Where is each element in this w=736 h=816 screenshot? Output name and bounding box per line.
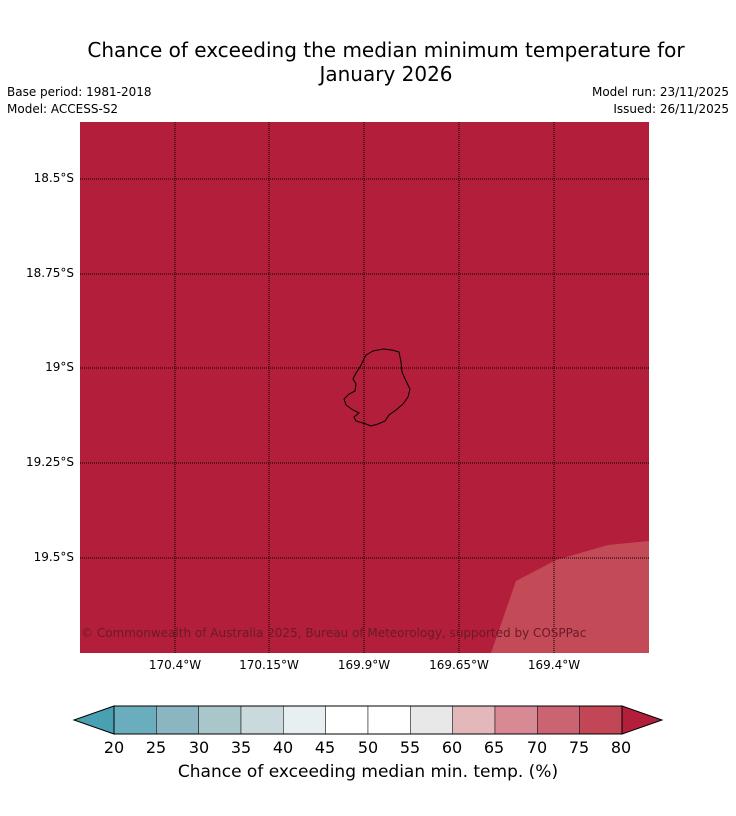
map-title: Chance of exceeding the median minimum t… [0,38,736,86]
lon-label-170-4: 170.4°W [148,658,202,672]
colorbar-label: Chance of exceeding median min. temp. (%… [177,762,559,782]
colorbar-tick: 60 [441,738,463,757]
lat-label-18-75: 18.75°S [26,266,74,280]
colorbar-tick: 75 [568,738,590,757]
lat-label-19-25: 19.25°S [26,455,74,469]
colorbar-extend-high [621,705,664,735]
colorbar-tick: 80 [610,738,632,757]
lat-label-18-5: 18.5°S [33,171,74,185]
colorbar-segment [579,705,623,735]
colorbar-outline [113,705,623,735]
colorbar-tick: 30 [188,738,210,757]
colorbar-extend-low [72,705,115,735]
probability-region-75-80 [491,541,649,653]
colorbar-tick: 65 [483,738,505,757]
colorbar-segment [240,705,284,735]
lon-label-169-9: 169.9°W [337,658,391,672]
colorbar-segment [537,705,580,735]
colorbar-tick: 35 [230,738,252,757]
colorbar-segment [198,705,242,735]
colorbar-segment [367,705,411,735]
model-name: Model: ACCESS-S2 [7,102,119,116]
lon-label-169-65: 169.65°W [429,658,489,672]
colorbar-segment [410,705,453,735]
niue-island-outline [343,348,411,427]
right-metadata: Model run: 23/11/2025 Issued: 26/11/2025 [592,84,729,118]
colorbar-tick: 55 [399,738,421,757]
map-panel [80,122,649,653]
colorbar-tick: 45 [314,738,336,757]
colorbar-segment [156,705,199,735]
left-metadata: Base period: 1981-2018 Model: ACCESS-S2 [7,84,152,118]
colorbar-tick: 25 [145,738,167,757]
colorbar-tick: 20 [103,738,125,757]
colorbar-tick: 50 [357,738,379,757]
colorbar-tick: 70 [526,738,548,757]
copyright-notice: © Commonwealth of Australia 2025, Bureau… [81,626,587,640]
issued-date: Issued: 26/11/2025 [613,102,729,116]
lat-label-19: 19°S [45,360,74,374]
graticule [80,122,649,653]
colorbar-segment [113,705,157,735]
lon-label-169-4: 169.4°W [527,658,581,672]
colorbar-segment [283,705,326,735]
title-line-1: Chance of exceeding the median minimum t… [87,38,685,62]
lon-label-170-15: 170.15°W [239,658,299,672]
title-line-2: January 2026 [319,62,453,86]
colorbar-segment [325,705,369,735]
colorbar-segment [494,705,538,735]
base-period: Base period: 1981-2018 [7,85,152,99]
colorbar-tick: 40 [272,738,294,757]
model-run: Model run: 23/11/2025 [591,85,729,99]
colorbar-segment [452,705,496,735]
lat-label-19-5: 19.5°S [33,550,74,564]
